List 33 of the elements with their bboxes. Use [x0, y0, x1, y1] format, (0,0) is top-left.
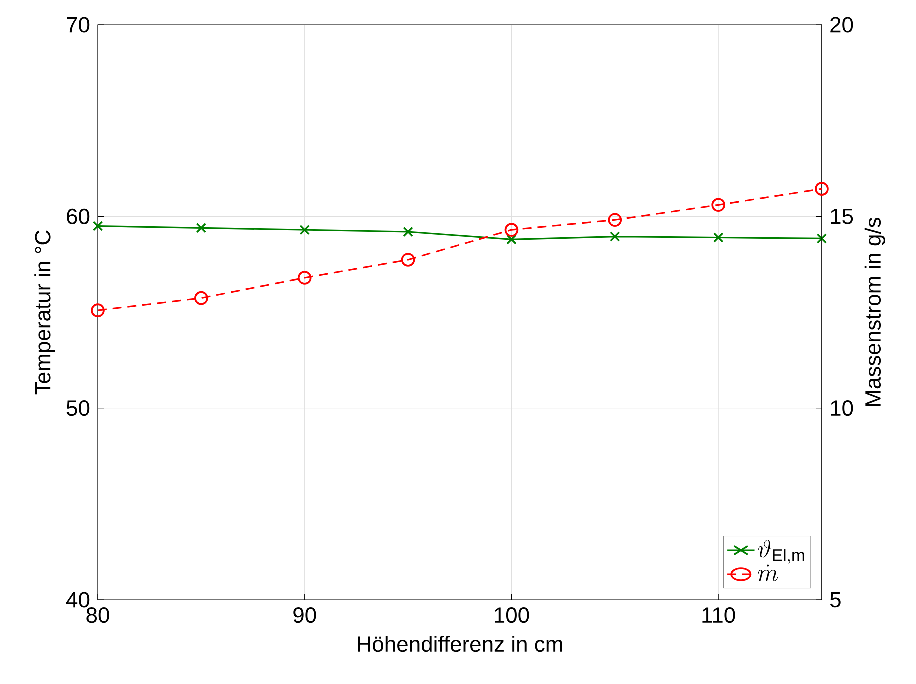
point: [816, 234, 828, 244]
y-axis-title: Temperatur in °C: [34, 230, 56, 395]
point: [92, 221, 104, 232]
x-tick-label: 100: [495, 608, 530, 624]
y2-axis-title: Massenstrom in g/s: [864, 218, 886, 406]
legend-label: $\vartheta_{\mathrm{El,m}}$: [758, 540, 804, 565]
y2-tick-label: 10: [831, 400, 854, 416]
point: [300, 224, 310, 236]
point: [196, 223, 207, 234]
legend-label: $\dot{m}$: [758, 564, 778, 582]
point: [91, 304, 105, 318]
x-tick-label: 90: [294, 608, 316, 624]
point: [403, 226, 414, 238]
y-tick-label: 50: [66, 400, 90, 416]
point: [504, 223, 519, 237]
y-tick-label: 70: [67, 17, 90, 33]
y2-tick-label: 5: [830, 592, 841, 608]
x-axis-title: Höhendifferenz in cm: [358, 636, 562, 652]
y2-tick-label: 20: [830, 17, 854, 33]
y2-tick-label: 15: [831, 208, 854, 224]
point: [401, 253, 416, 267]
point: [608, 213, 622, 228]
x-tick-label: 110: [702, 608, 736, 624]
x-tick-label: 80: [86, 608, 110, 624]
point: [712, 198, 726, 212]
point: [713, 232, 724, 243]
point: [506, 234, 517, 245]
y-tick-label: 40: [66, 592, 90, 608]
y-tick-label: 60: [67, 208, 90, 224]
point: [610, 232, 620, 242]
point: [815, 182, 829, 196]
point: [298, 271, 312, 285]
point: [194, 291, 208, 306]
